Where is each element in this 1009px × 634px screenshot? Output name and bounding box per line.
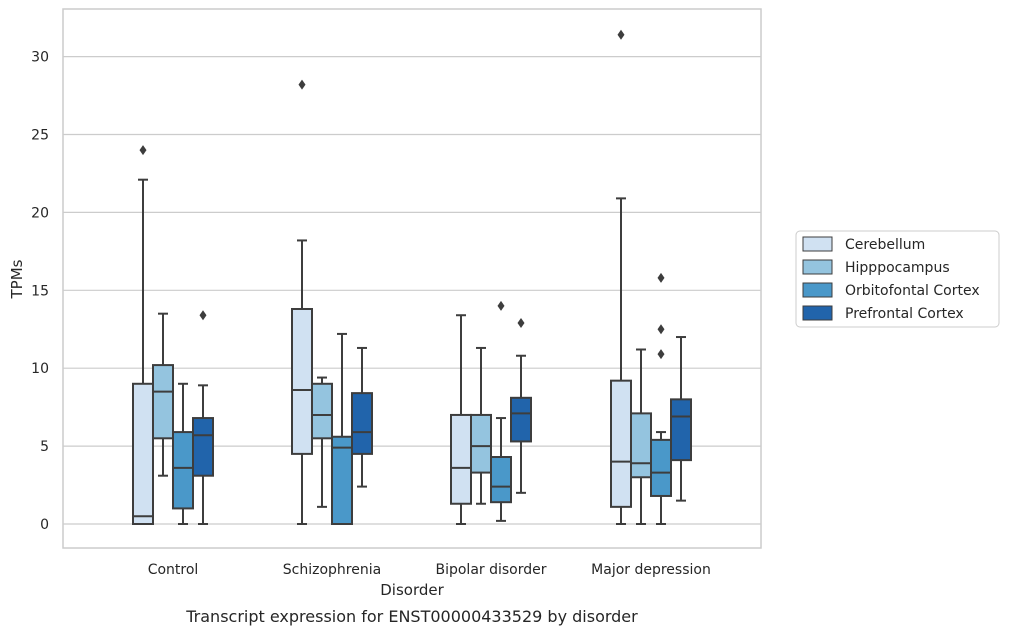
- box-orbitofontal-cortex-3: [650, 272, 672, 525]
- y-axis-ticks: 0 5 10 15 20 25 30: [31, 50, 49, 533]
- box-series: [132, 29, 692, 526]
- legend-swatch: [802, 259, 833, 275]
- outlier-point: [657, 324, 665, 335]
- box-body: [172, 431, 194, 510]
- outlier-point: [517, 318, 525, 329]
- x-axis-ticks: Control Schizophrenia Bipolar disorder Majo…: [148, 562, 711, 578]
- outlier-point: [497, 300, 505, 311]
- box-body: [331, 435, 353, 526]
- legend: Cerebellum Hipppocampus Orbitofontal Corte…: [795, 230, 1000, 328]
- box-body: [450, 413, 472, 505]
- y-tick-label: 10: [31, 361, 49, 377]
- legend-label: Hipppocampus: [845, 260, 950, 276]
- y-tick-label: 5: [40, 439, 49, 455]
- outlier-point: [199, 310, 207, 321]
- chart-caption: Transcript expression for ENST0000043352…: [185, 607, 638, 626]
- outlier-point: [657, 272, 665, 283]
- x-tick-label: Bipolar disorder: [435, 562, 546, 578]
- x-tick-label: Control: [148, 562, 199, 578]
- box-body: [470, 413, 492, 474]
- y-tick-label: 30: [31, 50, 49, 66]
- legend-label: Cerebellum: [845, 237, 925, 253]
- x-axis-label: Disorder: [380, 581, 444, 599]
- y-tick-label: 25: [31, 128, 49, 144]
- box-body: [630, 412, 652, 479]
- legend-frame: [795, 230, 1000, 328]
- y-tick-label: 20: [31, 205, 49, 221]
- box-prefrontal-cortex-2: [510, 318, 532, 494]
- legend-swatch: [802, 282, 833, 298]
- box-cerebellum-0: [132, 145, 154, 525]
- box-hipppocampus-1: [311, 376, 333, 508]
- box-body: [291, 307, 313, 455]
- box-cerebellum-2: [450, 314, 472, 525]
- box-body: [650, 438, 672, 497]
- box-orbitofontal-cortex-0: [172, 382, 194, 525]
- box-body: [192, 417, 214, 477]
- box-hipppocampus-3: [630, 348, 652, 525]
- x-tick-label: Schizophrenia: [283, 562, 381, 578]
- legend-item: Orbitofontal Cortex: [802, 282, 980, 299]
- box-cerebellum-1: [291, 79, 313, 525]
- box-body: [670, 398, 692, 462]
- box-cerebellum-3: [610, 29, 632, 525]
- box-body: [351, 392, 373, 455]
- box-body: [152, 364, 174, 440]
- y-tick-label: 0: [40, 517, 49, 533]
- plot-frame: [62, 8, 762, 549]
- box-body: [610, 379, 632, 508]
- outlier-point: [298, 79, 306, 90]
- box-orbitofontal-cortex-1: [331, 332, 353, 526]
- y-axis-label: TPMs: [8, 259, 26, 299]
- legend-label: Prefrontal Cortex: [845, 306, 964, 322]
- box-orbitofontal-cortex-2: [490, 300, 512, 522]
- outlier-point: [617, 29, 625, 40]
- outlier-point: [139, 145, 147, 156]
- legend-swatch: [802, 236, 833, 252]
- legend-item: Cerebellum: [802, 236, 925, 253]
- x-tick-label: Major depression: [591, 562, 711, 578]
- legend-item: Hipppocampus: [802, 259, 950, 276]
- outlier-point: [657, 349, 665, 360]
- box-hipppocampus-0: [152, 312, 174, 477]
- legend-swatch: [802, 305, 833, 321]
- box-body: [311, 382, 333, 440]
- box-hipppocampus-2: [470, 346, 492, 505]
- y-tick-label: 15: [31, 283, 49, 299]
- legend-items: Cerebellum Hipppocampus Orbitofontal Corte…: [802, 236, 980, 322]
- box-prefrontal-cortex-0: [192, 310, 214, 525]
- legend-item: Prefrontal Cortex: [802, 305, 964, 322]
- legend-label: Orbitofontal Cortex: [845, 283, 980, 299]
- box-prefrontal-cortex-1: [351, 346, 373, 488]
- box-body: [132, 382, 154, 525]
- box-body: [510, 396, 532, 443]
- box-prefrontal-cortex-3: [670, 336, 692, 502]
- box-body: [490, 456, 512, 504]
